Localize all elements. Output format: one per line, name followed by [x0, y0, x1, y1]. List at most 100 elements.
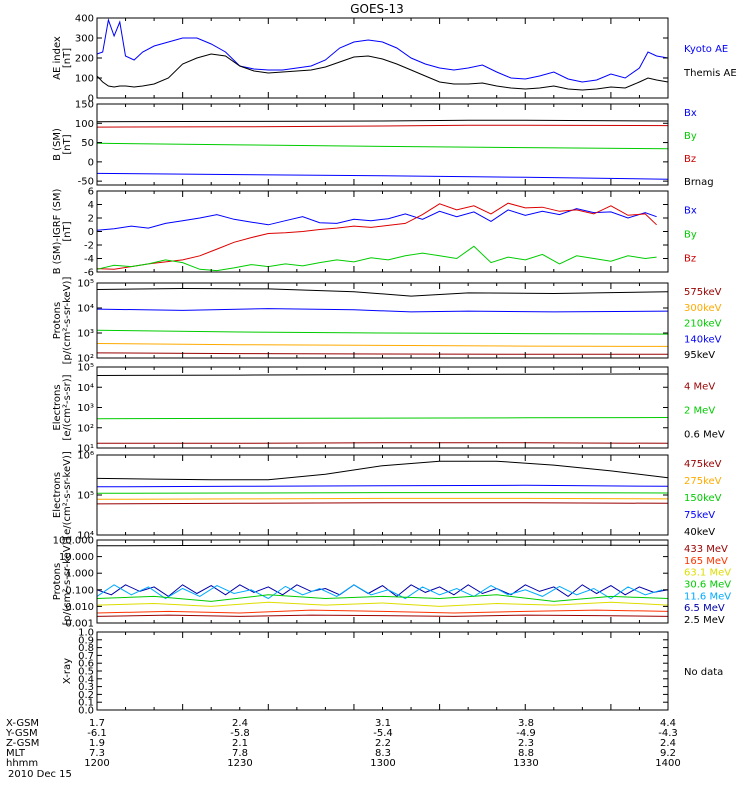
y-axis-label: B (SM)-IGRF (SM)	[52, 189, 63, 275]
legend-575kev: 575keV	[684, 287, 722, 298]
y-tick-label: 0.1	[78, 698, 94, 709]
legend-2-mev: 2 MeV	[684, 406, 715, 417]
y-tick-label: 10⁴	[77, 304, 94, 315]
series-bsm-bx	[96, 172, 669, 180]
y-tick-label: 4	[88, 200, 94, 211]
panel-bsm: -50 0 50 100 150 B (SM) [nT] Bx By Bz Brnag	[52, 100, 714, 189]
y-axis-label: Electrons	[52, 472, 63, 518]
ephemeris-value: 2.4	[660, 738, 676, 749]
y-tick-label: 0.001	[65, 619, 94, 630]
series-bsm-bz	[96, 124, 669, 128]
panel-protons_lo: 10² 10³ 10⁴ 10⁵ Protons [p/(cm²-s-sr-keV)] 575…	[52, 277, 722, 365]
y-tick-label: -50	[78, 177, 94, 188]
y-axis-label: AE index	[52, 36, 63, 80]
series-protons_hi-6-5-mev	[96, 584, 669, 598]
y-axis-label: Protons	[52, 563, 63, 600]
ephemeris-value: 8.8	[518, 748, 534, 759]
series-protons_lo-575kev	[96, 352, 668, 355]
series-electrons_hi-2-mev	[96, 417, 669, 420]
legend-475kev: 475keV	[684, 459, 722, 470]
y-axis-label: Electrons	[52, 384, 63, 430]
y-axis-label: [e/(cm²-s-sr)]	[62, 374, 73, 440]
legend-150kev: 150keV	[684, 493, 722, 504]
series-protons_hi-30-6-mev	[96, 594, 669, 602]
legend-210kev: 210keV	[684, 319, 722, 330]
y-tick-label: 10³	[77, 329, 94, 340]
legend-140kev: 140keV	[684, 334, 722, 345]
y-tick-label: -6	[84, 268, 94, 279]
ephemeris-value: 3.8	[518, 718, 534, 729]
panel-frame	[96, 454, 669, 536]
y-tick-label: 0.5	[78, 667, 94, 678]
series-bsm-by	[96, 142, 669, 150]
series-protons_hi-2-5-mev	[96, 544, 669, 547]
legend-no-data: No data	[684, 667, 723, 678]
ephemeris-value: -5.8	[230, 728, 250, 739]
y-tick-label: 0.6	[78, 659, 94, 670]
y-tick-label: 150	[75, 100, 94, 111]
y-tick-label: 10¹	[77, 444, 94, 455]
ephemeris-value: 1330	[513, 758, 538, 769]
y-tick-label: 0	[88, 157, 94, 168]
y-axis-label: B (SM)	[52, 128, 63, 161]
legend-300kev: 300keV	[684, 303, 722, 314]
ephemeris-value: -4.9	[516, 728, 536, 739]
panel-electrons_lo: 10⁴ 10⁵ 10⁶ Electrons [e/(cm²-s-sr-keV)] 475k…	[52, 451, 722, 542]
y-tick-label: 0.7	[78, 651, 94, 662]
series-electrons_lo-75kev	[96, 484, 669, 488]
legend-6-5-mev: 6.5 MeV	[684, 603, 725, 614]
legend-kyoto-ae: Kyoto AE	[684, 44, 728, 55]
series-protons_lo-210kev	[96, 329, 669, 335]
series-ae-kyoto-ae	[96, 18, 669, 83]
y-axis-label: [p/(cm²-s-sr-keV)]	[62, 538, 73, 626]
ephemeris-value: 2.1	[232, 738, 248, 749]
series-bdiff-bx	[96, 208, 657, 231]
series-protons_lo-95kev	[96, 287, 669, 297]
series-electrons_lo-40kev	[96, 460, 669, 481]
y-tick-label: 0.2	[78, 690, 94, 701]
ephemeris-value: 1400	[655, 758, 680, 769]
series-electrons_hi-4-mev	[97, 442, 669, 444]
legend-bx: Bx	[684, 206, 697, 217]
series-bdiff-bz	[96, 202, 657, 270]
y-tick-label: 10³	[77, 403, 94, 414]
y-tick-label: 200	[75, 54, 94, 65]
legend-11-6-mev: 11.6 MeV	[684, 591, 731, 602]
panel-frame	[96, 366, 669, 449]
legend-75kev: 75keV	[684, 510, 715, 521]
ephemeris-value: 8.3	[375, 748, 391, 759]
y-tick-label: 6	[88, 187, 94, 198]
y-tick-label: 10⁴	[77, 383, 94, 394]
y-tick-label: -2	[84, 241, 94, 252]
y-axis-label: [nT]	[62, 134, 73, 154]
ephemeris-label-z-gsm: Z-GSM	[6, 738, 39, 749]
ephemeris-value: 2.2	[375, 738, 391, 749]
legend-433-mev: 433 MeV	[684, 544, 728, 555]
legend-themis-ae: Themis AE	[683, 68, 737, 79]
y-tick-label: 0	[88, 227, 94, 238]
y-tick-label: 10²	[77, 423, 94, 434]
series-electrons_lo-275kev	[96, 497, 669, 500]
legend-bz: Bz	[684, 254, 696, 265]
y-tick-label: 10⁵	[77, 363, 94, 374]
y-tick-label: 400	[75, 14, 94, 25]
y-tick-label: 50	[81, 138, 94, 149]
legend-40kev: 40keV	[684, 527, 715, 538]
y-tick-label: 300	[75, 34, 94, 45]
series-protons_hi-433-mev	[96, 614, 669, 617]
ephemeris-value: 7.3	[89, 748, 105, 759]
y-tick-label: 10⁴	[77, 531, 94, 542]
y-tick-label: 2	[88, 214, 94, 225]
ephemeris-value: 1230	[227, 758, 252, 769]
panel-frame	[96, 631, 669, 711]
ephemeris-value: -4.3	[658, 728, 678, 739]
series-electrons_hi-0-6-mev	[96, 373, 669, 376]
y-axis-label: [nT]	[62, 221, 73, 241]
y-tick-label: 1.000	[65, 569, 94, 580]
ephemeris-value: 2.3	[518, 738, 534, 749]
y-axis-label: [p/(cm²-s-sr-keV)]	[62, 277, 73, 365]
legend-95kev: 95keV	[684, 350, 715, 361]
y-tick-label: 0.100	[65, 585, 94, 596]
legend-165-mev: 165 MeV	[684, 556, 728, 567]
